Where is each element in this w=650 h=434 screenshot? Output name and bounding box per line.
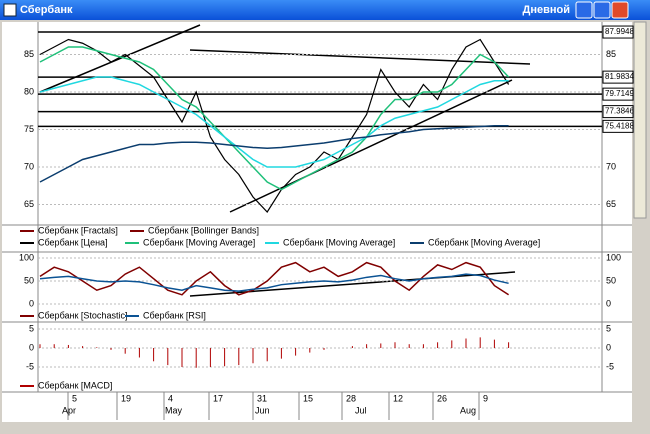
day-label: 9 — [483, 393, 488, 403]
maximize-button[interactable] — [593, 1, 611, 19]
month-label: Apr — [62, 405, 76, 415]
trend-line — [229, 79, 513, 213]
level-label-box — [602, 70, 634, 84]
legend-label: Сбербанк [Stochastic] — [38, 310, 127, 320]
y-tick-label: 50 — [24, 275, 34, 285]
y-tick-label: 0 — [606, 298, 611, 308]
month-label: Aug — [460, 405, 476, 415]
level-label: 81.9834 — [605, 72, 634, 81]
legend-label: Сбербанк [Цена] — [38, 237, 108, 247]
y-tick-label: 100 — [606, 252, 621, 262]
y-tick-label: 0 — [29, 298, 34, 308]
series-line — [39, 46, 510, 191]
scrollbar[interactable] — [633, 21, 647, 219]
month-label: May — [165, 405, 183, 415]
y-tick-label: 5 — [606, 323, 611, 333]
legend-label: Сбербанк [RSI] — [143, 310, 206, 320]
level-label: 87.9948 — [605, 27, 634, 36]
y-tick-label: 0 — [606, 342, 611, 352]
day-label: 4 — [168, 393, 173, 403]
y-tick-label: 0 — [29, 342, 34, 352]
day-label: 12 — [393, 393, 403, 403]
title-bar — [0, 0, 650, 20]
level-label-box — [602, 25, 634, 39]
day-label: 19 — [121, 393, 131, 403]
series-line — [39, 125, 509, 183]
legend-label: Сбербанк [Moving Average] — [143, 237, 255, 247]
y-tick-label: -5 — [606, 361, 614, 371]
day-label: 26 — [437, 393, 447, 403]
legend-label: Сбербанк [Moving Average] — [283, 237, 395, 247]
trend-line — [39, 24, 201, 93]
legend-label: Сбербанк [Moving Average] — [428, 237, 540, 247]
y-tick-label: 100 — [19, 252, 34, 262]
series-line — [39, 273, 509, 292]
series-line — [39, 76, 509, 168]
series-line — [39, 261, 510, 296]
day-label: 31 — [257, 393, 267, 403]
chart-area — [2, 22, 632, 422]
y-tick-label: 65 — [606, 199, 616, 209]
level-label-box — [602, 105, 634, 119]
y-tick-label: 50 — [606, 275, 616, 285]
y-tick-label: 85 — [606, 49, 616, 59]
legend-label: Сбербанк [MACD] — [38, 380, 112, 390]
y-tick-label: 85 — [24, 49, 34, 59]
day-label: 5 — [72, 393, 77, 403]
month-label: Jun — [255, 405, 270, 415]
period: Дневной — [523, 4, 571, 16]
legend-label: Сбербанк [Bollinger Bands] — [148, 225, 259, 235]
y-tick-label: 5 — [29, 323, 34, 333]
level-label: 77.3846 — [605, 107, 634, 116]
close-button[interactable] — [611, 1, 629, 19]
y-tick-label: 70 — [24, 161, 34, 171]
minimize-button[interactable] — [575, 1, 593, 19]
day-label: 15 — [303, 393, 313, 403]
month-label: Jul — [355, 405, 367, 415]
level-label-box — [602, 119, 634, 133]
y-tick-label: 80 — [24, 86, 34, 96]
app-icon — [3, 3, 17, 17]
day-label: 28 — [346, 393, 356, 403]
y-tick-label: 65 — [24, 199, 34, 209]
y-tick-label: 75 — [24, 124, 34, 134]
y-tick-label: 70 — [606, 161, 616, 171]
level-label-box — [602, 87, 634, 101]
window-title: Сбербанк — [20, 4, 73, 16]
legend-label: Сбербанк [Fractals] — [38, 225, 118, 235]
level-label: 79.7149 — [605, 89, 634, 98]
y-tick-label: -5 — [26, 361, 34, 371]
level-label: 75.4188 — [605, 121, 634, 130]
day-label: 17 — [213, 393, 223, 403]
trend-line — [189, 271, 516, 297]
